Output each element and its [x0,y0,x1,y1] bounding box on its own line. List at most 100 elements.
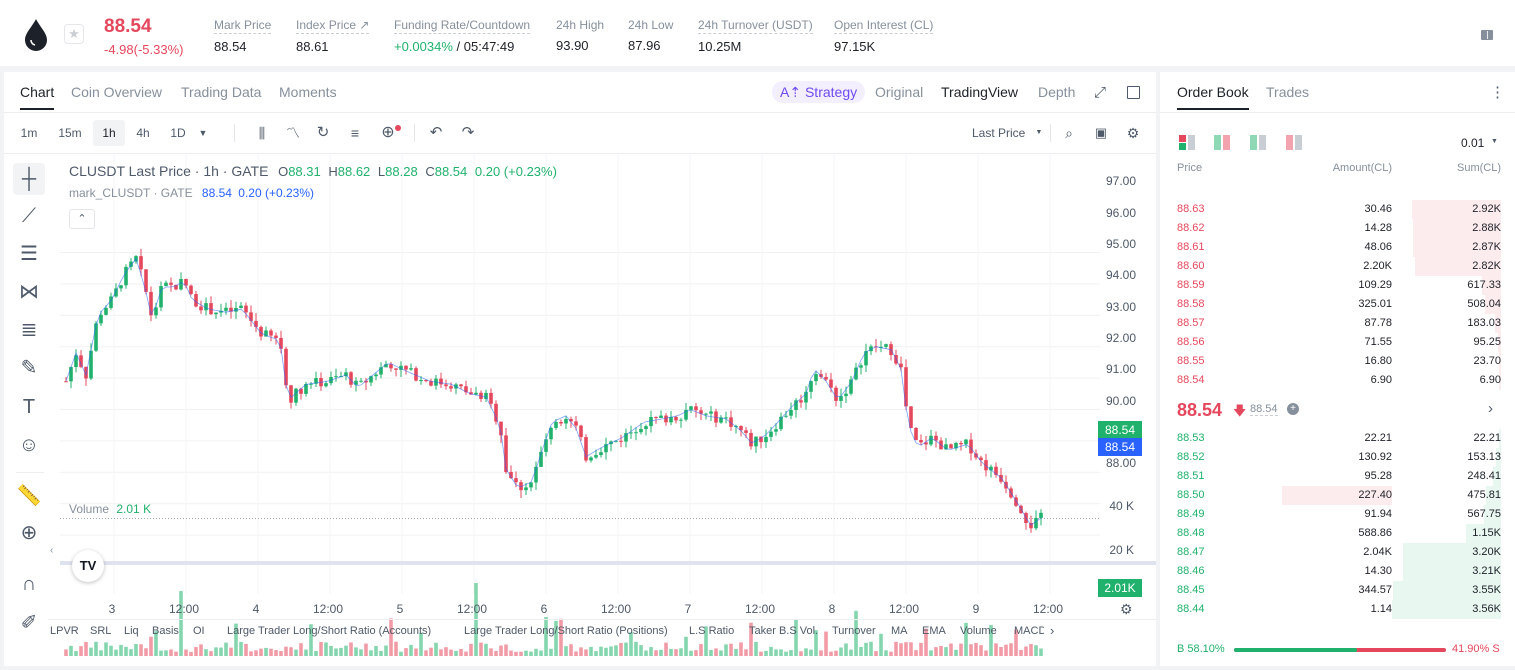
text-tool-icon[interactable]: T [22,396,36,418]
undo-icon[interactable]: ↶ [429,124,443,141]
horizontal-lines-tool-icon[interactable]: ☰ [20,243,38,265]
bid-row[interactable]: 88.47 2.04K 3.20K [1160,543,1515,562]
indicator-macd[interactable]: MACD [1014,625,1044,637]
indicator-ema[interactable]: EMA [922,625,946,637]
index-price-label[interactable]: Index Price ↗ [296,18,370,34]
bid-row[interactable]: 88.45 344.57 3.55K [1160,581,1515,600]
ask-row[interactable]: 88.57 87.78 183.03 [1160,314,1515,333]
indicator-lpvr[interactable]: LPVR [50,625,79,637]
indicator-taker-vol[interactable]: Taker B.S Vol. [749,625,819,637]
tab-coin-overview[interactable]: Coin Overview [71,84,163,100]
interval-1d[interactable]: 1D [170,126,186,140]
interval-4h[interactable]: 4h [136,126,150,140]
info-icon[interactable]: + [1287,403,1299,415]
tab-trading-data[interactable]: Trading Data [181,84,262,100]
tab-order-book[interactable]: Order Book [1177,84,1249,110]
tab-trades[interactable]: Trades [1266,84,1310,100]
indicators-icon[interactable]: 〽 [286,125,300,141]
view-tradingview[interactable]: TradingView [941,84,1019,100]
fib-tool-icon[interactable]: ≣ [20,319,38,341]
volume-bar [114,649,118,656]
templates-icon[interactable]: ≡ [350,125,360,141]
indicator-volume[interactable]: Volume [960,625,997,637]
trend-line-tool-icon[interactable]: ⟋ [22,205,36,227]
turnover-label[interactable]: 24h Turnover (USDT) [698,18,813,34]
book-view-both-icon[interactable] [1179,135,1195,150]
bid-row[interactable]: 88.50 227.40 475.81 [1160,486,1515,505]
indicator-ls-accounts[interactable]: Large Trader Long/Short Ratio (Accounts) [227,625,432,637]
bid-row[interactable]: 88.48 588.86 1.15K [1160,524,1515,543]
view-original[interactable]: Original [875,84,924,100]
redo-icon[interactable]: ↷ [461,124,475,141]
search-icon[interactable]: ⌕ [1065,125,1073,141]
book-icon[interactable] [1480,28,1494,42]
ruler-tool-icon[interactable]: 📏 [16,485,42,507]
indicator-liq[interactable]: Liq [124,625,139,637]
bid-row[interactable]: 88.52 130.92 153.13 [1160,448,1515,467]
bid-row[interactable]: 88.44 1.14 3.56K [1160,600,1515,619]
ask-row[interactable]: 88.62 14.28 2.88K [1160,219,1515,238]
chart-settings-icon[interactable]: ⚙ [1120,601,1133,617]
draw-lock-tool-icon[interactable]: ✐ [20,612,38,634]
ask-row[interactable]: 88.60 2.20K 2.82K [1160,257,1515,276]
compare-icon[interactable]: ↻ [316,124,330,141]
price-type-dropdown-icon[interactable]: ▼ [1035,129,1043,136]
interval-dropdown-icon[interactable]: ▼ [198,128,208,138]
camera-icon[interactable]: ▣ [1094,125,1108,140]
tradingview-logo[interactable]: TV [72,550,104,582]
precision-dropdown-icon[interactable]: ▼ [1491,138,1498,145]
indicator-ls-ratio[interactable]: L.S Ratio [689,625,735,637]
indicator-ma[interactable]: MA [891,625,908,637]
ask-row[interactable]: 88.55 16.80 23.70 [1160,352,1515,371]
magnet-tool-icon[interactable]: ∩ [21,573,37,595]
bid-row[interactable]: 88.49 91.94 567.75 [1160,505,1515,524]
ask-row[interactable]: 88.56 71.55 95.25 [1160,333,1515,352]
mark-price-label[interactable]: Mark Price [214,18,272,34]
precision-select[interactable]: 0.01 [1461,136,1485,150]
indicator-basis[interactable]: Basis [152,625,179,637]
book-view-asks-icon[interactable] [1286,135,1302,150]
collapse-legend-icon[interactable]: ⌃ [69,209,95,229]
fullscreen-icon[interactable]: ⤢ [1094,84,1107,101]
indicator-srl[interactable]: SRL [90,625,112,637]
chevron-right-icon[interactable]: › [1488,400,1493,417]
price-type-select[interactable]: Last Price [972,126,1026,140]
book-view-bids-icon[interactable] [1250,135,1266,150]
interval-15m[interactable]: 15m [58,126,82,140]
indicator-oi[interactable]: OI [193,625,205,637]
pattern-tool-icon[interactable]: ⋈ [19,281,39,303]
zoom-in-tool-icon[interactable]: ⊕ [20,522,38,544]
view-depth[interactable]: Depth [1038,84,1076,100]
bid-row[interactable]: 88.51 95.28 248.41 [1160,467,1515,486]
more-options-icon[interactable]: ⋮ [1490,84,1505,101]
ask-row[interactable]: 88.59 109.29 617.33 [1160,276,1515,295]
brush-tool-icon[interactable]: ✎ [20,357,38,379]
ask-row[interactable]: 88.58 325.01 508.04 [1160,295,1515,314]
book-view-alt-icon[interactable] [1214,135,1230,150]
bid-row[interactable]: 88.53 22.21 22.21 [1160,429,1515,448]
bid-row[interactable]: 88.46 14.30 3.21K [1160,562,1515,581]
ask-row[interactable]: 88.54 6.90 6.90 [1160,371,1515,390]
mid-mark-price[interactable]: 88.54 [1250,403,1278,416]
funding-rate-label[interactable]: Funding Rate/Countdown [394,18,531,34]
tab-chart[interactable]: Chart [20,84,55,110]
strategy-button[interactable]: A⇡ Strategy [772,81,866,103]
interval-1h[interactable]: 1h [93,120,125,146]
candlestick-chart[interactable] [60,154,1156,666]
open-interest-label[interactable]: Open Interest (CL) [834,18,934,34]
indicator-turnover[interactable]: Turnover [832,625,876,637]
ask-row[interactable]: 88.61 48.06 2.87K [1160,238,1515,257]
tab-moments[interactable]: Moments [279,84,337,100]
interval-1m[interactable]: 1m [20,126,38,140]
collapse-toolbar-icon[interactable]: ‹ [50,545,54,556]
add-alert-icon[interactable]: ⊕ [381,124,395,141]
settings-gear-icon[interactable]: ⚙ [1126,125,1140,141]
emoji-tool-icon[interactable]: ☺ [18,434,40,456]
favorite-star-icon[interactable]: ★ [64,24,84,44]
ask-row[interactable]: 88.63 30.46 2.92K [1160,200,1515,219]
indicators-next-icon[interactable]: › [1050,623,1055,638]
candle-type-icon[interactable]: ⫼ [258,125,266,141]
indicator-ls-positions[interactable]: Large Trader Long/Short Ratio (Positions… [464,625,668,637]
crosshair-tool-icon[interactable]: ┼ [13,163,45,195]
window-icon[interactable] [1127,86,1140,99]
